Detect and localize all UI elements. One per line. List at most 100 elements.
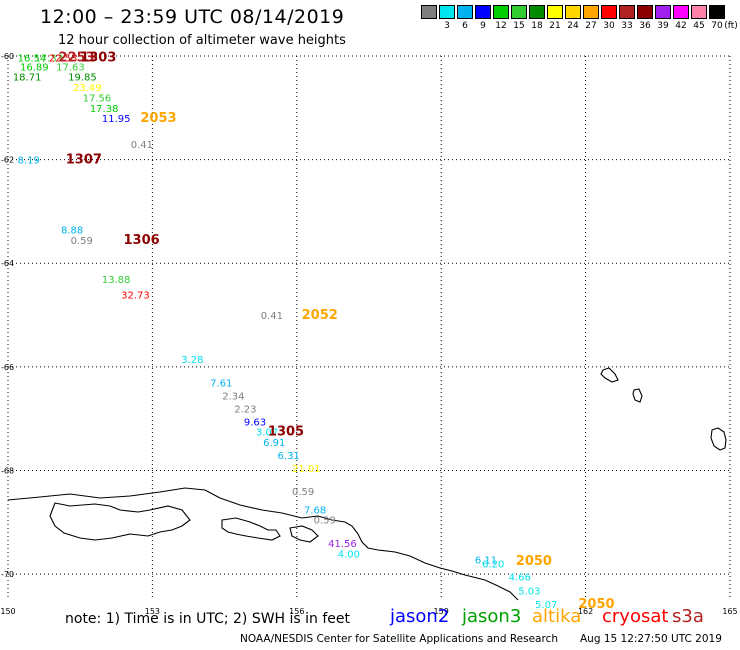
wave-height-value: 7.68 [304,505,326,516]
wave-height-value: 16.54 [18,54,47,65]
wave-height-value: 7.61 [210,378,232,389]
lon-tick-label: 153 [145,607,160,616]
map-title: 12:00 – 23:59 UTC 08/14/2019 [40,6,345,28]
legend-swatch [439,5,455,19]
wave-height-value: 2.34 [222,391,244,402]
lon-tick-label: 150 [0,607,15,616]
legend-swatch [619,5,635,19]
legend-swatch [583,5,599,19]
legend-swatch [565,5,581,19]
wave-height-value: 4.66 [509,573,531,584]
lon-tick-label: 156 [289,607,304,616]
wave-height-value: 32.73 [121,290,150,301]
legend-label: 24 [567,21,579,31]
footer-timestamp: Aug 15 12:27:50 UTC 2019 [580,633,722,645]
legend-swatch [493,5,509,19]
wave-height-value: 21.01 [292,464,321,475]
satellite-jason3: jason3 [462,606,522,627]
lat-tick-label: -62 [1,156,14,165]
wave-height-value: 17.33 [34,54,63,65]
satellite-cryosat: cryosat [602,606,669,627]
lat-tick-label: -60 [1,52,14,61]
wave-height-value: 8.19 [18,156,40,167]
legend-unit: (ft) [724,21,738,31]
wave-height-value: 13.88 [102,275,131,286]
legend-swatch [673,5,689,19]
legend-swatch [511,5,527,19]
legend-label: 27 [585,21,597,31]
glacier-tongue [221,517,281,541]
wave-height-value: 5.07 [535,600,557,611]
lon-tick-label: 159 [434,607,449,616]
footer-credit: NOAA/NESDIS Center for Satellite Applica… [240,633,558,645]
legend-label: 30 [603,21,615,31]
wave-height-value: 3.28 [181,355,203,366]
lat-tick-label: -68 [1,466,14,475]
wave-height-value: 11.95 [102,114,131,125]
pass-time-label: 2253 [59,51,95,66]
satellite-jason2: jason2 [390,606,450,627]
pass-time-label: 1303 [80,51,116,66]
legend-swatch [601,5,617,19]
legend-swatch [421,5,437,19]
lon-tick-label: 165 [722,607,737,616]
island-1 [600,367,619,383]
pass-time-label: 2052 [302,308,338,323]
pass-time-label: 1305 [268,425,304,440]
legend-label: 21 [549,21,561,31]
legend-swatch [457,5,473,19]
legend-label: 33 [621,21,633,31]
legend-label: 45 [693,21,705,31]
wave-height-value: 2.23 [234,404,256,415]
legend-label: 3 [444,21,450,31]
wave-height-value: 16.89 [20,62,49,73]
wave-height-value: 17.63 [56,62,85,73]
legend-label: 12 [495,21,507,31]
legend-swatch [547,5,563,19]
legend-swatch [655,5,671,19]
legend-swatch [637,5,653,19]
wave-height-value: 6.31 [278,451,300,462]
wave-height-value: 6.11 [475,556,497,567]
legend-swatch [691,5,707,19]
pass-time-label: 2053 [140,111,176,126]
wave-height-value: 0.41 [131,140,153,151]
ice-shelf-outline [49,502,191,541]
coastline [7,367,727,601]
satellite-s3a: s3a [672,606,704,627]
map-subtitle: 12 hour collection of altimeter wave hei… [58,33,346,48]
legend-swatch [475,5,491,19]
wave-height-value: 41.56 [328,539,357,550]
pass-time-label: 1306 [124,233,160,248]
legend-label: 18 [531,21,543,31]
wave-height-value: 17.38 [90,104,119,115]
legend-swatch [709,5,725,19]
wave-height-value: 0.59 [314,516,336,527]
lat-tick-labels: -60 -62 -64 -66 -68 -70 [1,52,14,579]
grid-lines [7,55,731,600]
wave-height-value: 3.07 [256,428,278,439]
wave-height-value: 8.88 [61,226,83,237]
legend-label: 6 [462,21,468,31]
legend-label: 15 [513,21,525,31]
wave-height-value: 4.00 [338,549,360,560]
lon-tick-labels: 150 153 156 159 162 165 [0,607,737,616]
inlet-outline [289,525,319,543]
wave-height-value: 22.53 [49,54,78,65]
antarctic-coastline [7,487,519,601]
wave-height-value: 6.91 [263,438,285,449]
lat-tick-label: -64 [1,259,14,268]
pass-time-label: 2050 [578,597,614,612]
legend-label: 42 [675,21,687,31]
wave-height-value: 0.59 [292,487,314,498]
wave-height-value: 23.49 [73,83,102,94]
legend-swatch [529,5,545,19]
pass-time-label: 2050 [516,554,552,569]
wave-height-value: 0.41 [261,311,283,322]
lat-tick-label: -66 [1,363,14,372]
satellite-altika: altika [532,606,582,627]
wave-height-value: 0.59 [71,236,93,247]
legend-label: 70 [711,21,723,31]
